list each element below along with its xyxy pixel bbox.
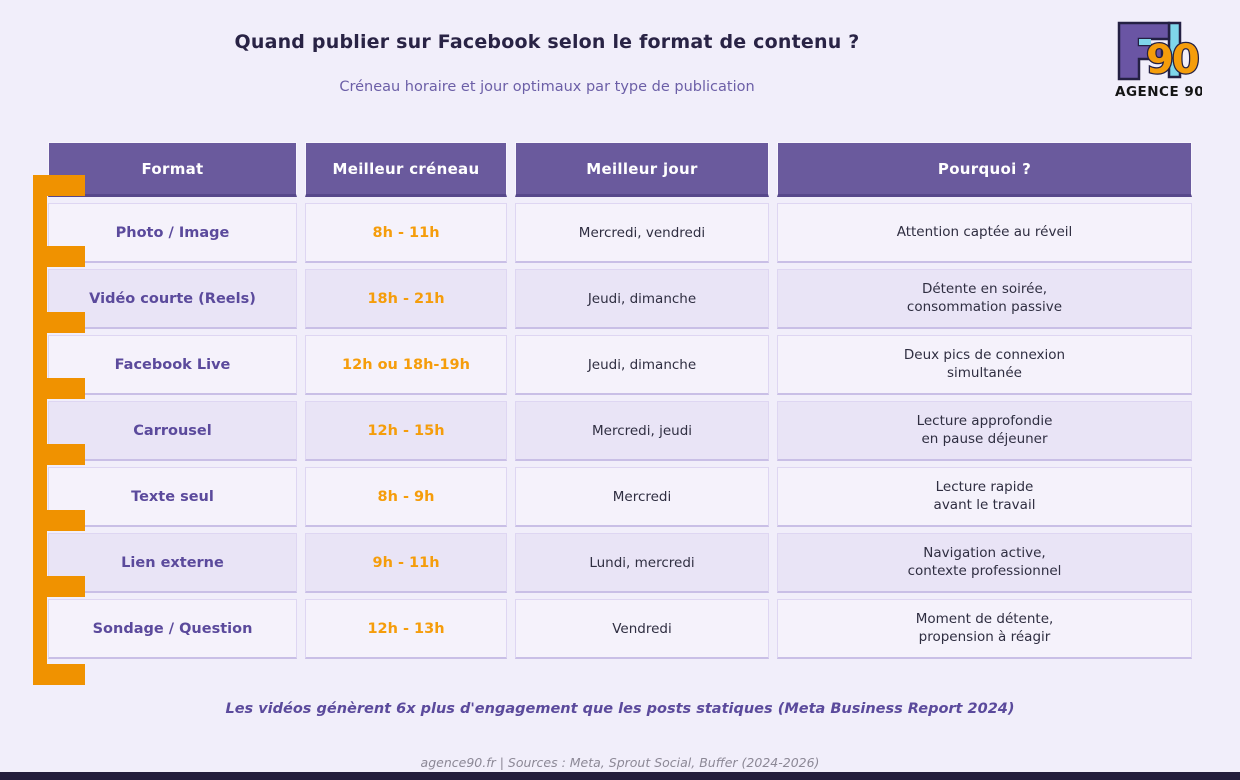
source-line: agence90.fr | Sources : Meta, Sprout Soc… [420,755,820,770]
why-cell: Lecture rapide avant le travail [777,467,1192,527]
publishing-schedule-table: Format Meilleur créneau Meilleur jour Po… [48,142,1192,659]
slot-cell: 8h - 9h [305,467,507,527]
slot-cell: 12h - 13h [305,599,507,659]
column-header-slot: Meilleur créneau [305,142,507,197]
slot-cell: 18h - 21h [305,269,507,329]
engagement-note: Les vidéos génèrent 6x plus d'engagement… [225,701,1015,717]
page-title: Quand publier sur Facebook selon le form… [234,31,860,53]
agence90-logo: 90 AGENCE 90® [1112,18,1212,102]
day-cell: Jeudi, dimanche [515,335,769,395]
day-cell: Lundi, mercredi [515,533,769,593]
format-cell: Texte seul [48,467,297,527]
page-subtitle: Créneau horaire et jour optimaux par typ… [339,79,755,95]
slot-cell: 12h ou 18h-19h [305,335,507,395]
orange-accent-tab [33,444,85,465]
day-cell: Jeudi, dimanche [515,269,769,329]
slot-cell: 12h - 15h [305,401,507,461]
column-header-format: Format [48,142,297,197]
day-cell: Mercredi, vendredi [515,203,769,263]
why-cell: Navigation active, contexte professionne… [777,533,1192,593]
why-cell: Lecture approfondie en pause déjeuner [777,401,1192,461]
why-cell: Moment de détente, propension à réagir [777,599,1192,659]
orange-accent-tab [33,312,85,333]
column-header-why: Pourquoi ? [777,142,1192,197]
format-cell: Vidéo courte (Reels) [48,269,297,329]
orange-accent-tab [33,378,85,399]
why-cell: Deux pics de connexion simultanée [777,335,1192,395]
format-cell: Carrousel [48,401,297,461]
orange-accent-tab [33,664,85,685]
day-cell: Mercredi, jeudi [515,401,769,461]
slot-cell: 9h - 11h [305,533,507,593]
agence90-logo-icon: 90 AGENCE 90® [1115,21,1212,100]
format-cell: Sondage / Question [48,599,297,659]
format-cell: Photo / Image [48,203,297,263]
orange-accent-tab [33,510,85,531]
orange-accent-bar [33,175,47,685]
format-cell: Lien externe [48,533,297,593]
orange-accent-tab [33,576,85,597]
why-cell: Détente en soirée, consommation passive [777,269,1192,329]
why-cell: Attention captée au réveil [777,203,1192,263]
format-cell: Facebook Live [48,335,297,395]
logo-wordmark: AGENCE 90® [1115,84,1202,100]
logo-number: 90 [1146,37,1198,83]
slot-cell: 8h - 11h [305,203,507,263]
day-cell: Mercredi [515,467,769,527]
orange-accent-tab [33,246,85,267]
bottom-bar [0,772,1240,780]
orange-accent-tab [33,175,85,196]
column-header-day: Meilleur jour [515,142,769,197]
day-cell: Vendredi [515,599,769,659]
